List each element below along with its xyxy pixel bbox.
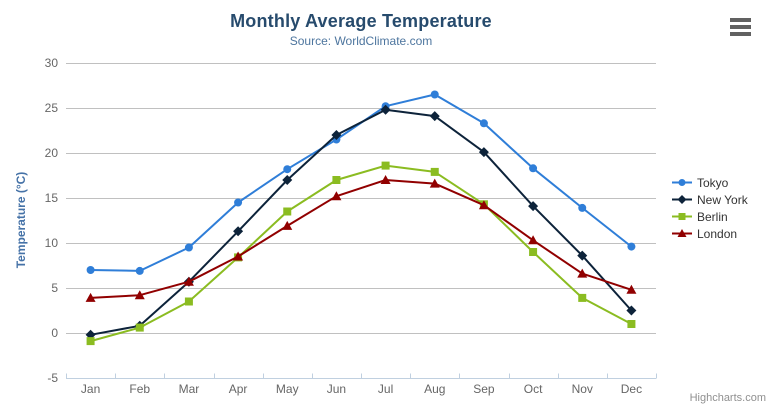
y-axis-tick-label: 15 [45,191,59,205]
data-point-tokyo[interactable] [86,266,95,274]
x-axis-label: Apr [229,382,248,396]
chart-subtitle: Source: WorldClimate.com [289,34,433,48]
data-point-london[interactable] [134,290,145,300]
series-line-tokyo [89,93,633,272]
y-axis-tick-label: 10 [45,236,59,250]
legend-item-tokyo[interactable]: Tokyo [672,174,748,191]
credits-link[interactable]: Highcharts.com [689,392,766,404]
data-point-tokyo[interactable] [430,90,439,99]
grid-layer [66,63,656,379]
legend-marker-diamond-icon [672,195,692,204]
chart-title: Monthly Average Temperature [230,11,492,31]
y-axis-title: Temperature (°C) [14,172,28,269]
data-point-london[interactable] [233,251,244,261]
hamburger-bar [730,25,751,29]
axis-label-layer: -5 0 5 10 15 20 25 30 Jan Feb Mar Apr May Jun Jul Aug Se… [45,56,642,396]
data-point-tokyo[interactable] [234,198,243,207]
legend-item-london[interactable]: London [672,225,748,242]
data-point-new-york[interactable] [429,111,440,122]
hamburger-bar [730,32,751,36]
legend-symbol-london [677,229,687,237]
x-axis-label: Jul [378,382,393,396]
x-axis-label: Nov [572,382,593,396]
data-point-london[interactable] [331,191,342,201]
x-axis-label: Dec [621,382,642,396]
data-point-london[interactable] [282,220,293,230]
x-axis-label: Oct [524,382,543,396]
data-point-london[interactable] [577,268,588,278]
data-point-tokyo[interactable] [627,242,636,251]
data-point-london[interactable] [528,235,539,245]
data-point-tokyo[interactable] [135,266,144,275]
legend-symbol-berlin [678,213,686,220]
data-point-london[interactable] [85,292,96,302]
series-line-new-york [89,108,633,336]
legend: Tokyo New York Berlin London [672,174,748,242]
data-point-london[interactable] [380,175,391,184]
data-point-berlin[interactable] [381,161,390,170]
series-line-berlin [89,164,633,343]
legend-item-berlin[interactable]: Berlin [672,208,748,225]
hamburger-menu-icon[interactable] [730,18,751,36]
legend-label: London [697,226,738,241]
legend-symbol-tokyo [678,179,686,186]
legend-symbol-new-york [677,195,687,204]
data-point-tokyo[interactable] [529,164,538,173]
data-point-berlin[interactable] [529,248,538,256]
x-axis-label: Mar [179,382,200,396]
data-point-london[interactable] [478,200,489,210]
legend-item-new-york[interactable]: New York [672,191,748,208]
legend-label: New York [697,192,748,207]
axis-layer [66,373,657,379]
data-point-new-york[interactable] [626,305,637,316]
data-point-new-york[interactable] [331,130,342,140]
x-axis-label: Aug [424,382,445,396]
data-point-tokyo[interactable] [283,165,292,174]
y-axis-tick-label: 20 [45,146,59,160]
data-point-berlin[interactable] [332,176,341,184]
data-point-tokyo[interactable] [578,203,587,212]
data-point-tokyo[interactable] [184,243,193,252]
x-axis-label: Jun [327,382,346,396]
y-axis-tick-label: 0 [51,326,58,340]
data-point-new-york[interactable] [528,201,539,212]
series-line-london [89,179,633,299]
data-point-new-york[interactable] [478,147,489,158]
x-axis-label: Feb [129,382,150,396]
x-axis-label: Jan [81,382,100,396]
legend-label: Tokyo [697,175,729,190]
data-point-berlin[interactable] [86,337,95,346]
x-axis-label: May [276,382,299,396]
data-point-berlin[interactable] [283,207,292,216]
data-point-berlin[interactable] [578,293,587,302]
y-axis-tick-label: 5 [51,281,58,295]
data-point-berlin[interactable] [430,167,439,176]
data-point-new-york[interactable] [233,226,244,237]
y-axis-tick-label: -5 [47,371,58,385]
data-point-berlin[interactable] [627,320,636,328]
data-point-tokyo[interactable] [479,119,488,128]
data-point-london[interactable] [183,276,194,286]
legend-marker-triangle-icon [672,229,692,237]
legend-marker-square-icon [672,213,692,220]
data-point-new-york[interactable] [577,250,588,261]
hamburger-bar [730,18,751,22]
data-point-new-york[interactable] [282,175,293,185]
legend-label: Berlin [697,209,728,224]
legend-marker-circle-icon [672,179,692,186]
y-axis-tick-label: 30 [45,56,59,70]
x-axis-label: Sep [473,382,495,396]
series-layer [85,90,637,346]
data-point-london[interactable] [626,284,637,294]
y-axis-tick-label: 25 [45,101,59,115]
data-point-berlin[interactable] [184,297,193,306]
data-point-berlin[interactable] [135,323,144,332]
data-point-new-york[interactable] [380,104,391,115]
data-point-london[interactable] [429,178,440,188]
